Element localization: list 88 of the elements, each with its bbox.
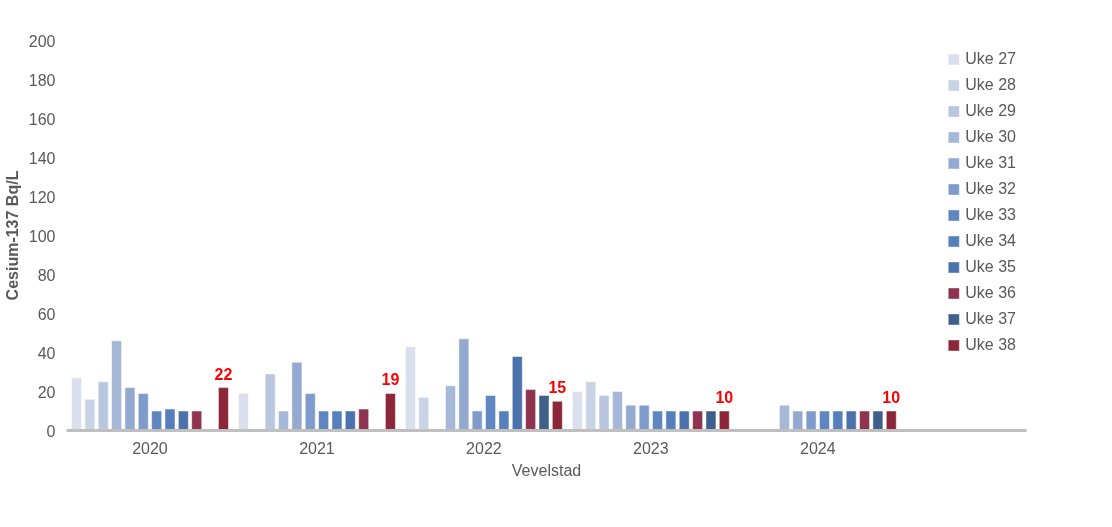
bar bbox=[872, 410, 884, 431]
x-tick-label: 2020 bbox=[132, 439, 168, 457]
bar bbox=[665, 410, 677, 431]
bar bbox=[572, 391, 583, 431]
bar bbox=[445, 385, 456, 431]
bar bbox=[538, 395, 550, 431]
bar bbox=[598, 395, 610, 431]
bar bbox=[819, 410, 830, 431]
bar bbox=[345, 410, 356, 431]
bar bbox=[405, 346, 416, 431]
bar bbox=[552, 401, 563, 431]
bar bbox=[331, 410, 343, 431]
bar bbox=[97, 381, 109, 431]
legend-label: Uke 34 bbox=[965, 232, 1016, 250]
bar bbox=[385, 393, 396, 431]
bar bbox=[111, 340, 122, 431]
bar bbox=[291, 362, 303, 431]
bar bbox=[485, 395, 496, 431]
data-label: 19 bbox=[381, 371, 400, 389]
x-tick-label: 2021 bbox=[299, 439, 335, 457]
legend-label: Uke 28 bbox=[965, 76, 1016, 94]
bar bbox=[264, 373, 276, 431]
bar bbox=[805, 410, 817, 431]
bar bbox=[678, 410, 690, 431]
bar bbox=[585, 381, 596, 431]
legend-label: Uke 32 bbox=[965, 180, 1016, 198]
bar bbox=[692, 410, 703, 431]
data-label: 10 bbox=[882, 389, 901, 406]
bar bbox=[164, 408, 176, 431]
bar bbox=[124, 387, 136, 431]
legend-label: Uke 33 bbox=[965, 206, 1016, 224]
y-tick-label: 0 bbox=[46, 422, 56, 440]
y-tick-label: 140 bbox=[28, 149, 56, 167]
y-tick-label: 160 bbox=[28, 110, 56, 128]
bar bbox=[498, 410, 510, 431]
y-tick-label: 60 bbox=[37, 305, 56, 323]
bar bbox=[471, 410, 483, 431]
bar bbox=[71, 377, 82, 431]
data-label: 15 bbox=[548, 379, 567, 397]
bar bbox=[458, 338, 470, 431]
bar bbox=[418, 397, 430, 431]
bar bbox=[886, 410, 897, 431]
legend-label: Uke 29 bbox=[965, 102, 1016, 120]
bar bbox=[638, 404, 650, 431]
legend-label: Uke 36 bbox=[965, 284, 1016, 302]
bar bbox=[832, 410, 844, 431]
bar bbox=[719, 410, 730, 431]
bar bbox=[625, 404, 637, 431]
y-axis-title: Cesium-137 Bq/L bbox=[3, 170, 21, 301]
y-tick-label: 180 bbox=[28, 71, 56, 89]
bar bbox=[278, 410, 289, 431]
legend-label: Uke 30 bbox=[965, 128, 1016, 146]
bar bbox=[358, 408, 369, 431]
bar bbox=[138, 393, 149, 431]
bar bbox=[178, 410, 189, 431]
bar bbox=[305, 393, 316, 431]
bar bbox=[151, 410, 162, 431]
x-tick-label: 2022 bbox=[466, 439, 502, 457]
bar bbox=[318, 410, 329, 431]
bar bbox=[238, 393, 249, 431]
bar bbox=[191, 410, 202, 431]
y-tick-label: 120 bbox=[28, 188, 56, 206]
bar bbox=[84, 399, 96, 431]
y-tick-label: 100 bbox=[28, 227, 56, 245]
x-tick-label: 2023 bbox=[633, 439, 669, 457]
bar bbox=[792, 410, 804, 431]
bar bbox=[218, 387, 229, 431]
legend-label: Uke 37 bbox=[965, 310, 1016, 328]
y-tick-label: 80 bbox=[37, 266, 56, 284]
legend-label: Uke 35 bbox=[965, 258, 1016, 276]
data-label: 22 bbox=[214, 365, 233, 383]
x-axis-title: Vevelstad bbox=[511, 461, 582, 479]
legend-label: Uke 27 bbox=[965, 50, 1016, 68]
y-tick-label: 200 bbox=[28, 32, 56, 50]
bar bbox=[652, 410, 663, 431]
bar bbox=[845, 410, 857, 431]
legend-label: Uke 38 bbox=[965, 336, 1016, 354]
bar bbox=[525, 389, 536, 431]
bar bbox=[512, 356, 523, 431]
bar bbox=[779, 404, 790, 431]
y-tick-label: 40 bbox=[37, 344, 56, 362]
data-label: 10 bbox=[715, 389, 734, 406]
bar bbox=[612, 391, 623, 431]
x-tick-label: 2024 bbox=[800, 439, 836, 457]
bar bbox=[859, 410, 870, 431]
legend-label: Uke 31 bbox=[965, 154, 1016, 172]
bar bbox=[705, 410, 717, 431]
y-tick-label: 20 bbox=[37, 383, 56, 401]
